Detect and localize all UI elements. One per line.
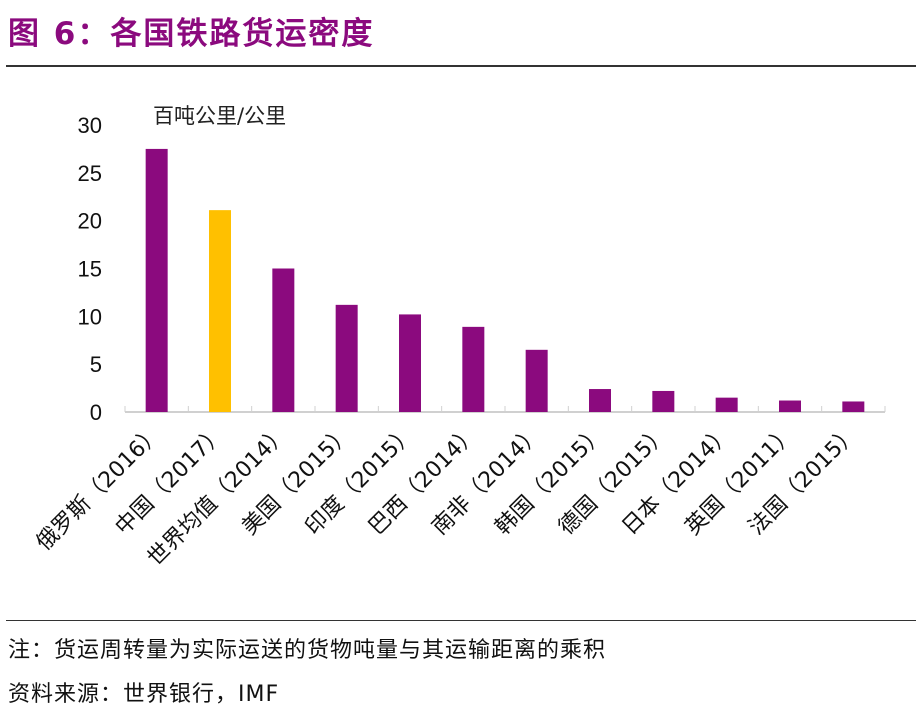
bar-2: [272, 268, 295, 412]
bar-0: [145, 148, 168, 412]
y-tick-label: 25: [78, 161, 102, 186]
bar-10: [779, 400, 801, 412]
x-tick-label: 美国（2015）: [237, 421, 357, 541]
y-tick-label: 5: [90, 352, 102, 377]
bar-4: [399, 314, 421, 412]
bar-8: [652, 390, 675, 412]
x-tick-label: 韩国（2015）: [491, 421, 611, 541]
source-note: 资料来源：世界银行，IMF: [8, 682, 280, 707]
bottom-divider: [6, 620, 916, 621]
x-tick-label: 巴西（2014）: [364, 421, 484, 541]
bar-9: [715, 397, 738, 412]
y-tick-label: 10: [78, 304, 102, 329]
bar-5: [462, 326, 485, 412]
x-tick-label: 法国（2015）: [744, 421, 864, 541]
top-divider: [6, 65, 916, 67]
bar-11: [842, 401, 865, 412]
y-tick-label: 0: [90, 400, 102, 425]
bar-chart: 051015202530俄罗斯（2016）中国（2017）世界均值（2014）美…: [32, 113, 886, 571]
y-tick-label: 30: [78, 113, 102, 138]
chart-title: 图 6：各国铁路货运密度: [8, 16, 375, 52]
y-axis-unit-label: 百吨公里/公里: [153, 104, 287, 128]
x-tick-label: 南非（2014）: [427, 421, 547, 541]
bar-3: [335, 304, 358, 412]
bar-6: [525, 349, 548, 412]
x-tick-label: 德国（2015）: [554, 421, 674, 541]
x-tick-label: 中国（2017）: [111, 421, 231, 541]
y-tick-label: 15: [78, 257, 102, 282]
x-tick-label: 印度（2015）: [301, 421, 421, 541]
y-tick-label: 20: [78, 209, 102, 234]
bar-1: [209, 210, 231, 412]
bar-7: [589, 389, 611, 412]
x-tick-label: 英国（2011）: [681, 421, 801, 541]
footnote: 注：货运周转量为实际运送的货物吨量与其运输距离的乘积: [8, 638, 607, 663]
x-tick-label: 日本（2014）: [617, 421, 737, 541]
